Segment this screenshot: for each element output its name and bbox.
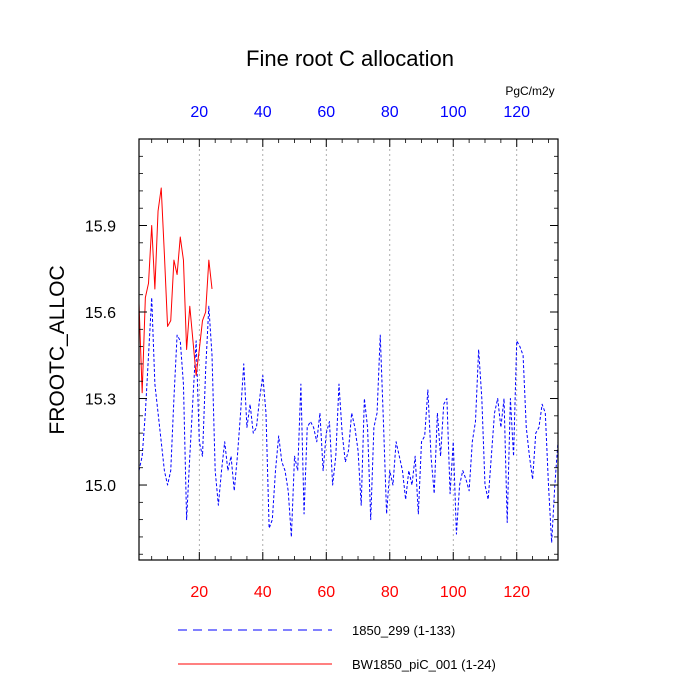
y-axis-label: FROOTC_ALLOC [46, 265, 69, 434]
legend: 1850_299 (1-133) BW1850_piC_001 (1-24) [178, 623, 496, 672]
plot-frame [138, 138, 559, 561]
series-line-1 [138, 297, 559, 544]
x-tick-label-bottom: 40 [254, 584, 272, 601]
x-tick-label-top: 20 [190, 104, 208, 121]
x-tick-label-top: 80 [381, 104, 399, 121]
units-label: PgC/m2y [505, 84, 554, 98]
y-tick-label: 15.0 [85, 478, 116, 495]
x-tick-label-top: 100 [440, 104, 467, 121]
legend-label-series-2: BW1850_piC_001 (1-24) [352, 657, 496, 672]
x-tick-label-bottom: 20 [190, 584, 208, 601]
x-tick-label-top: 40 [254, 104, 272, 121]
y-tick-label: 15.9 [85, 219, 116, 236]
y-tick-label: 15.6 [85, 305, 116, 322]
y-tick-label: 15.3 [85, 392, 116, 409]
x-tick-label-bottom: 120 [503, 584, 530, 601]
x-tick-label-top: 120 [503, 104, 530, 121]
grid-lines [198, 139, 518, 560]
x-tick-label-bottom: 60 [317, 584, 335, 601]
x-tick-label-bottom: 100 [440, 584, 467, 601]
series-line-2 [138, 187, 213, 394]
tick-marks [139, 138, 558, 560]
series-layer [138, 187, 559, 544]
x-tick-label-top: 60 [317, 104, 335, 121]
legend-label-series-1: 1850_299 (1-133) [352, 623, 455, 638]
chart-title: Fine root C allocation [246, 46, 454, 71]
tick-labels: 20 20 40 40 60 60 80 80 100 100 120 120 15.0 15.3 15.6… [85, 104, 530, 601]
x-tick-label-bottom: 80 [381, 584, 399, 601]
